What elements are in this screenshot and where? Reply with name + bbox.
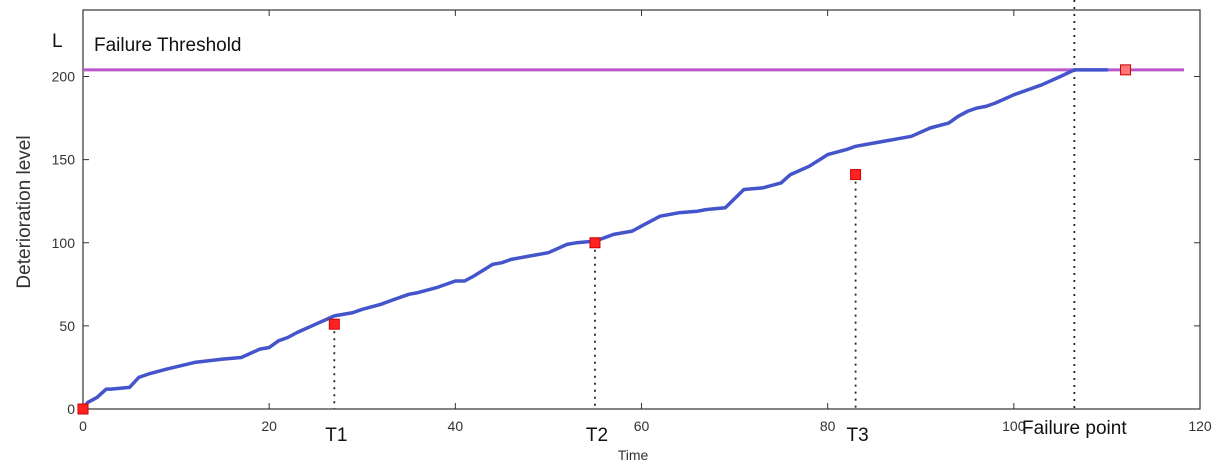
y-tick-label: 50 bbox=[59, 318, 75, 334]
marker-label: T2 bbox=[586, 425, 608, 446]
x-tick-label: 20 bbox=[261, 418, 277, 434]
inspection-marker bbox=[850, 169, 862, 181]
deterioration-series-line bbox=[81, 68, 1109, 411]
failure-point-label: Failure point bbox=[1022, 418, 1127, 439]
threshold-symbol-label: L bbox=[52, 31, 63, 52]
y-tick-label: 0 bbox=[67, 401, 75, 417]
x-tick-label: 80 bbox=[820, 418, 836, 434]
threshold-label: Failure Threshold bbox=[94, 35, 242, 56]
inspection-marker bbox=[589, 237, 601, 249]
y-axis-label: Deterioration level bbox=[14, 135, 35, 288]
x-axis-label: Time bbox=[618, 447, 649, 463]
inspection-marker bbox=[1120, 64, 1132, 76]
x-tick-label: 120 bbox=[1188, 418, 1212, 434]
marker-label: T1 bbox=[325, 425, 347, 446]
x-tick-label: 100 bbox=[1002, 418, 1026, 434]
y-tick-label: 200 bbox=[52, 69, 76, 85]
inspection-marker bbox=[328, 318, 340, 330]
x-tick-label: 60 bbox=[634, 418, 650, 434]
marker-label: T3 bbox=[846, 425, 868, 446]
x-tick-label: 0 bbox=[79, 418, 87, 434]
y-tick-label: 100 bbox=[52, 235, 76, 251]
y-tick-label: 150 bbox=[52, 152, 76, 168]
inspection-marker bbox=[77, 403, 89, 415]
x-tick-label: 40 bbox=[448, 418, 464, 434]
